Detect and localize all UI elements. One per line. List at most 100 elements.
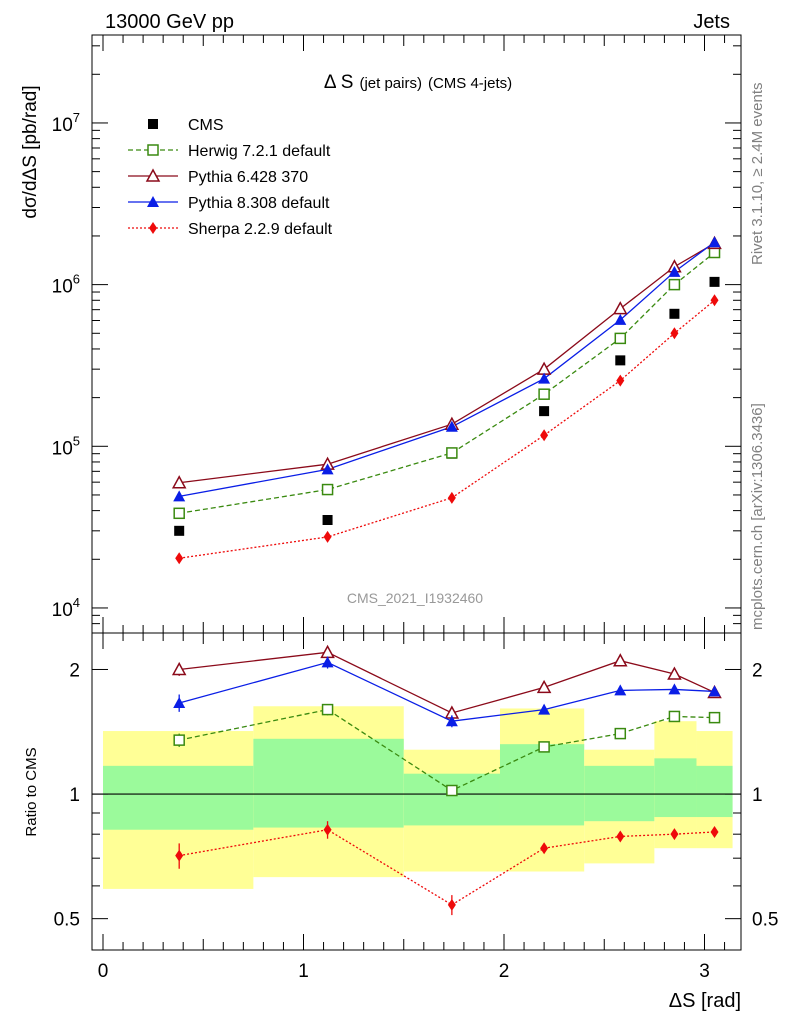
ratio-line (179, 651, 715, 714)
y-tick-label: 104 (52, 595, 80, 621)
ratio-y-tick-label: 1 (752, 785, 763, 806)
data-point (445, 420, 458, 432)
y-tick-label-base: 10 (52, 438, 73, 459)
plot-title-main: Δ S (324, 72, 354, 93)
ratio-y-tick-label: 1 (69, 785, 80, 806)
data-point (616, 374, 625, 387)
data-point (323, 823, 332, 836)
data-point (145, 168, 161, 182)
ratio-y-tick-label: 0.5 (54, 910, 80, 931)
ratio-y-tick-label: 2 (69, 660, 80, 681)
legend-label: Pythia 8.308 default (188, 195, 330, 212)
ratio-band-inner (403, 773, 500, 826)
header-right-label: Jets (693, 11, 730, 33)
data-point (709, 276, 720, 287)
legend-label: Herwig 7.2.1 default (188, 143, 331, 160)
data-point (447, 491, 456, 504)
ratio-plot-frame (91, 632, 742, 951)
data-point (710, 825, 719, 838)
data-point (614, 332, 627, 345)
data-point (668, 710, 681, 723)
ratio-y-tick-label: 2 (752, 660, 763, 681)
y-tick-label-exponent: 5 (73, 433, 80, 448)
legend-label: CMS (188, 117, 224, 134)
data-point (536, 361, 552, 375)
data-point (321, 656, 334, 668)
data-point (322, 514, 333, 525)
ratio-axis-ticks: 0 1 2 3 0.5 0.5 1 1 2 2 (54, 633, 778, 982)
plot-title-small: (jet pairs) (359, 75, 422, 92)
y-tick-label-exponent: 7 (73, 110, 80, 125)
x-tick-label: 2 (499, 961, 510, 982)
data-point (323, 530, 332, 543)
data-point (668, 265, 681, 277)
data-point (667, 666, 682, 680)
data-point (447, 898, 456, 911)
data-point (710, 294, 719, 307)
x-tick-label: 3 (699, 961, 710, 982)
data-point (615, 355, 626, 366)
ratio-band-inner (696, 765, 733, 818)
y-tick-label-base: 10 (52, 600, 73, 621)
y-tick-label: 107 (52, 110, 80, 136)
data-point (320, 644, 335, 659)
series-line (179, 252, 715, 514)
data-point (669, 308, 680, 319)
data-point (446, 447, 458, 459)
data-point (616, 830, 625, 843)
y-tick-label-exponent: 4 (73, 595, 80, 610)
data-point (614, 313, 627, 325)
data-point (173, 696, 186, 708)
data-point (538, 703, 551, 715)
data-point (149, 222, 157, 234)
y-tick-label-exponent: 6 (73, 272, 80, 287)
ratio-band-inner (103, 765, 254, 830)
data-point (539, 406, 550, 417)
legend-label: Pythia 6.428 370 (188, 169, 308, 186)
data-point (538, 741, 550, 753)
data-point (670, 327, 679, 340)
legend-label: Sherpa 2.2.9 default (188, 221, 333, 238)
ratio-band-inner (253, 738, 404, 828)
data-point (175, 552, 184, 565)
data-point (147, 144, 159, 156)
ratio-band-inner (654, 758, 697, 818)
main-series-group (171, 235, 722, 565)
y-tick-label-base: 10 (52, 115, 73, 136)
y-tick-label-base: 10 (52, 277, 73, 298)
x-axis-label: ΔS [rad] (669, 990, 741, 1012)
plot-subtitle: (CMS 4-jets) (428, 75, 512, 92)
side-label-top: Rivet 3.1.10, ≥ 2.4M events (749, 83, 766, 266)
data-point (614, 684, 627, 696)
header-left-label: 13000 GeV pp (105, 11, 234, 33)
data-point (321, 483, 334, 496)
data-point (708, 685, 721, 697)
ratio-bands (92, 706, 741, 889)
data-point (173, 507, 185, 520)
data-point (446, 784, 458, 797)
data-point (613, 301, 628, 315)
y-axis-label: dσ/dΔS [pb/rad] (20, 85, 41, 218)
y-tick-label: 106 (52, 272, 80, 298)
watermark: CMS_2021_I1932460 (347, 590, 483, 606)
ratio-y-tick-label: 0.5 (752, 910, 778, 931)
svg-text:Δ S(jet pairs)(CMS 4-jets): Δ S (jet pairs) (CMS 4-jets) (324, 72, 512, 93)
data-point (538, 388, 550, 400)
data-point (708, 236, 721, 248)
data-point (173, 734, 185, 746)
data-point (175, 849, 184, 862)
ratio-y-axis-label: Ratio to CMS (23, 747, 40, 836)
data-point (148, 119, 158, 129)
x-tick-label: 1 (298, 961, 309, 982)
side-label-bottom: mcplots.cern.ch [arXiv:1306.3436] (749, 403, 766, 630)
data-point (173, 490, 186, 502)
y-tick-label: 105 (52, 433, 80, 459)
data-point (538, 372, 551, 384)
legend: CMS Herwig 7.2.1 default Pythia 6.428 370 P… (128, 117, 333, 238)
data-point (171, 661, 187, 676)
data-point (147, 196, 159, 207)
data-point (540, 429, 549, 442)
data-point (613, 653, 628, 667)
